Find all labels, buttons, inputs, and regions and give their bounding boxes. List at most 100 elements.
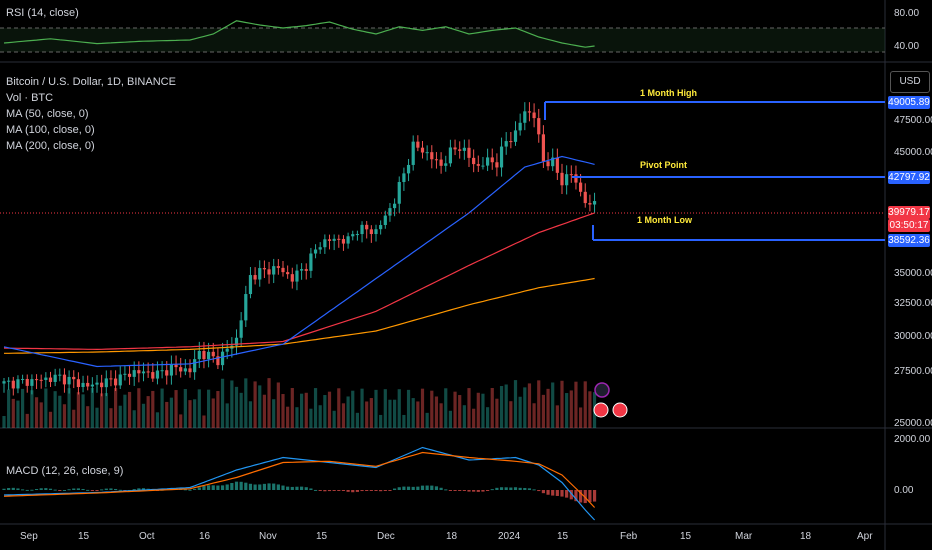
candle [486, 157, 490, 166]
volume-bar [527, 383, 532, 428]
volume-bar [416, 401, 420, 428]
macd-histogram-bar [425, 485, 429, 490]
volume-bar [490, 388, 494, 428]
ma200-label[interactable]: MA (200, close, 0) [6, 140, 95, 152]
volume-bar [258, 385, 262, 428]
macd-histogram-bar [592, 490, 597, 502]
volume-bar [2, 416, 6, 428]
macd-histogram-bar [309, 488, 313, 490]
volume-bar [169, 397, 173, 428]
volume-bar [114, 388, 118, 428]
macd-histogram-bar [81, 488, 85, 490]
volume-bar [100, 393, 104, 428]
macd-histogram-bar [351, 490, 355, 493]
candle [67, 376, 71, 385]
candle [109, 378, 113, 380]
candle [7, 380, 11, 382]
macd-histogram-bar [416, 486, 420, 490]
volume-bar [193, 399, 197, 428]
volume-bar [346, 396, 350, 428]
candle [211, 351, 215, 357]
event-flag-icon [593, 402, 609, 418]
macd-histogram-bar [458, 490, 462, 491]
candle [379, 225, 383, 230]
volume-bar [551, 382, 555, 428]
macd-histogram-bar [434, 486, 439, 490]
time-tick-label: 15 [680, 531, 692, 542]
currency-button[interactable]: USD [890, 71, 930, 93]
macd-histogram-bar [444, 489, 448, 491]
volume-bar [393, 399, 397, 428]
macd-histogram-bar [402, 486, 406, 490]
macd-histogram-bar [499, 487, 504, 490]
candle [383, 215, 387, 226]
volume-bar [379, 414, 383, 428]
macd-label[interactable]: MACD (12, 26, close, 9) [6, 465, 124, 477]
volume-bar [53, 391, 57, 428]
macd-tick-label: 2000.00 [894, 434, 931, 445]
macd-histogram-bar [323, 490, 327, 492]
volume-label: Vol · BTC [6, 92, 54, 104]
macd-histogram-bar [313, 489, 318, 491]
ma50-label[interactable]: MA (50, close, 0) [6, 108, 89, 120]
candle [351, 234, 355, 237]
volume-bar [109, 408, 113, 428]
macd-histogram-bar [21, 489, 25, 491]
candle [165, 370, 169, 376]
candle [337, 238, 341, 240]
candle [434, 159, 439, 161]
candle [397, 181, 401, 204]
macd-histogram-bar [202, 486, 206, 490]
volume-bar [165, 401, 169, 428]
volume-bar [458, 395, 462, 428]
candle [560, 172, 564, 186]
volume-bar [220, 378, 225, 428]
candle [369, 229, 373, 235]
candle [114, 378, 118, 386]
volume-bar [34, 397, 39, 428]
macd-histogram-bar [253, 484, 257, 490]
candle [30, 379, 34, 386]
volume-bar [332, 410, 336, 428]
candle [248, 275, 253, 295]
candle [44, 377, 48, 380]
ma100-label[interactable]: MA (100, close, 0) [6, 124, 95, 136]
candle [523, 111, 527, 123]
ma200-line [4, 277, 595, 354]
macd-histogram-bar [560, 490, 564, 497]
candle [118, 374, 122, 386]
volume-bar [439, 403, 443, 428]
macd-histogram-bar [546, 490, 550, 495]
macd-histogram-bar [439, 487, 443, 490]
candle [272, 266, 276, 275]
macd-histogram-bar [30, 489, 34, 491]
macd-histogram-bar [114, 488, 118, 490]
macd-histogram-bar [118, 489, 122, 491]
candle [323, 239, 327, 248]
volume-bar [402, 414, 406, 428]
candle [202, 350, 206, 360]
candle [234, 337, 239, 346]
macd-histogram-bar [369, 490, 373, 491]
volume-bar [579, 407, 583, 428]
volume-bar [406, 389, 411, 428]
macd-histogram-bar [286, 486, 290, 490]
volume-bar [160, 388, 164, 428]
macd-histogram-bar [537, 490, 541, 492]
macd-histogram-bar [272, 483, 276, 490]
volume-bar [313, 388, 318, 428]
symbol-title[interactable]: Bitcoin / U.S. Dollar, 1D, BINANCE [6, 76, 176, 88]
macd-histogram-bar [411, 486, 415, 490]
macd-histogram-bar [393, 488, 397, 490]
macd-histogram-bar [44, 488, 48, 490]
candle [537, 118, 541, 135]
time-tick-label: 18 [800, 531, 812, 542]
macd-histogram-bar [239, 481, 243, 490]
month-high-price-tag: 49005.89 [888, 96, 930, 109]
candle [174, 364, 178, 368]
macd-histogram-bar [579, 490, 583, 503]
candle [16, 379, 20, 389]
candle [565, 174, 569, 186]
candle [490, 157, 494, 163]
